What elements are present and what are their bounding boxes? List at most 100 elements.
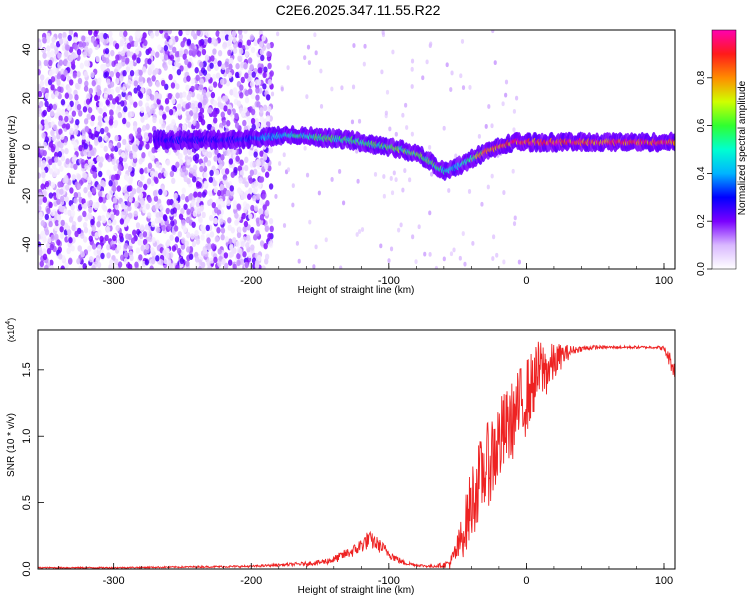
noise-cell	[38, 211, 43, 219]
noise-cell	[156, 226, 161, 234]
noise-cell	[381, 30, 385, 35]
noise-cell	[394, 177, 398, 182]
noise-cell	[42, 190, 48, 197]
noise-cell	[220, 234, 225, 241]
noise-cell	[132, 229, 137, 236]
noise-cell	[64, 92, 70, 99]
noise-cell	[115, 71, 121, 79]
noise-cell	[401, 187, 405, 193]
noise-cell	[76, 48, 82, 56]
noise-cell	[106, 243, 111, 251]
noise-cell	[227, 217, 232, 224]
noise-cell	[232, 36, 237, 43]
noise-cell	[159, 53, 165, 60]
noise-cell	[66, 103, 71, 111]
noise-cell	[57, 181, 62, 188]
noise-cell	[255, 159, 260, 166]
noise-cell	[127, 95, 132, 102]
noise-cell	[50, 209, 56, 217]
noise-cell	[477, 133, 481, 139]
noise-cell	[410, 131, 414, 137]
noise-cell	[259, 214, 265, 221]
noise-cell	[228, 158, 234, 165]
noise-cell	[112, 197, 118, 204]
noise-cell	[69, 162, 75, 169]
noise-cell	[182, 53, 187, 60]
noise-cell	[169, 54, 175, 61]
noise-cell	[145, 105, 151, 113]
noise-cell	[195, 180, 201, 188]
noise-cell	[88, 87, 94, 95]
noise-cell	[41, 171, 46, 179]
noise-cell	[242, 119, 247, 127]
noise-cell	[220, 154, 225, 161]
noise-cell	[60, 133, 65, 140]
noise-cell	[259, 150, 264, 157]
noise-cell	[166, 199, 171, 206]
noise-cell	[129, 254, 134, 262]
noise-cell	[110, 88, 115, 96]
noise-cell	[262, 204, 267, 211]
noise-cell	[253, 168, 258, 176]
noise-cell	[97, 115, 103, 122]
noise-cell	[255, 87, 260, 94]
noise-cell	[151, 257, 156, 265]
noise-cell	[86, 113, 91, 120]
noise-cell	[113, 164, 118, 172]
noise-cell	[113, 145, 119, 153]
noise-cell	[262, 71, 267, 79]
noise-cell	[139, 106, 145, 114]
noise-cell	[110, 49, 115, 57]
noise-cell	[68, 257, 73, 264]
noise-cell	[56, 198, 61, 205]
noise-cell	[203, 172, 208, 179]
noise-cell	[330, 86, 334, 92]
noise-cell	[471, 240, 475, 246]
noise-cell	[165, 159, 171, 166]
noise-cell	[230, 227, 235, 234]
noise-cell	[176, 247, 182, 255]
noise-cell	[207, 107, 213, 114]
noise-cell	[180, 193, 186, 201]
noise-cell	[152, 190, 158, 197]
noise-cell	[93, 40, 98, 48]
noise-cell	[163, 64, 168, 71]
noise-cell	[255, 121, 261, 129]
noise-cell	[50, 234, 55, 241]
noise-cell	[48, 70, 54, 77]
noise-cell	[65, 158, 70, 165]
noise-cell	[82, 210, 87, 218]
noise-cell	[43, 59, 49, 67]
noise-cell	[240, 76, 246, 84]
noise-cell	[229, 89, 234, 96]
noise-cell	[227, 72, 233, 79]
noise-cell	[44, 264, 49, 269]
noise-cell	[267, 233, 272, 240]
noise-cell	[174, 236, 180, 243]
noise-cell	[201, 211, 206, 219]
colorbar-gradient	[711, 29, 737, 270]
noise-cell	[54, 151, 59, 159]
noise-cell	[171, 245, 177, 252]
noise-cell	[264, 253, 270, 260]
noise-cell	[158, 203, 163, 210]
noise-cell	[222, 174, 228, 181]
noise-cell	[177, 231, 183, 238]
noise-cell	[78, 265, 83, 269]
colorbar-tick-label: 0.6	[696, 118, 707, 132]
noise-cell	[187, 148, 192, 156]
noise-cell	[319, 103, 324, 109]
y-tick-label: 40	[21, 43, 33, 55]
noise-cell	[380, 69, 384, 75]
noise-cell	[501, 101, 505, 107]
noise-cell	[297, 258, 301, 264]
noise-cell	[220, 227, 226, 234]
noise-cell	[263, 66, 268, 73]
noise-cell	[142, 206, 147, 214]
noise-cell	[50, 50, 55, 57]
noise-cell	[78, 110, 83, 117]
noise-cell	[131, 54, 137, 61]
noise-cell	[46, 207, 51, 215]
noise-cell	[162, 189, 168, 197]
noise-cell	[215, 30, 220, 37]
